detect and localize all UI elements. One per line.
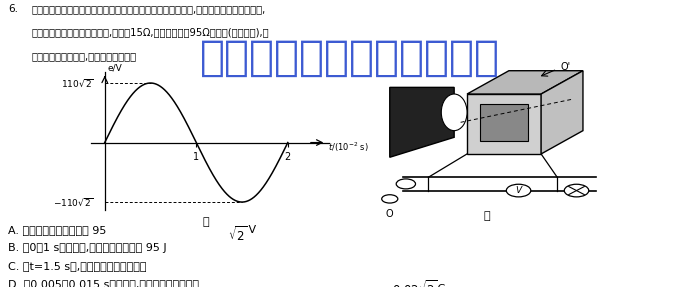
Polygon shape [390, 87, 454, 157]
Text: $\dfrac{0.02\sqrt{2}}{\pi}$: $\dfrac{0.02\sqrt{2}}{\pi}$ [392, 279, 438, 287]
Text: 压表为理想交流电表,下列说法正确的是: 压表为理想交流电表,下列说法正确的是 [32, 52, 136, 62]
Polygon shape [467, 71, 583, 94]
Text: e/V: e/V [108, 63, 122, 73]
Text: $110\sqrt{2}$: $110\sqrt{2}$ [61, 77, 94, 89]
Text: B. 在0～1 s的过程中,灯泡产生的热量为 95 J: B. 在0～1 s的过程中,灯泡产生的热量为 95 J [8, 243, 167, 253]
Text: C: C [434, 284, 445, 287]
Ellipse shape [441, 94, 467, 131]
Circle shape [396, 179, 416, 189]
Text: 图中发电机的线圈为单匭线圈,共内阰15Ω,外接一只电阶95Ω的灯泡(亮度恒定),电: 图中发电机的线圈为单匭线圈,共内阰15Ω,外接一只电阶95Ω的灯泡(亮度恒定),… [32, 27, 269, 37]
Polygon shape [541, 71, 583, 154]
Polygon shape [467, 94, 541, 154]
Text: 微信公众号关注：趣找答案: 微信公众号关注：趣找答案 [200, 36, 500, 78]
Text: O: O [386, 209, 393, 219]
Circle shape [506, 184, 531, 197]
Text: 甲: 甲 [202, 217, 209, 227]
Text: 图甲是一台小型发电机产生的电动热随时间变化的正弦规律图,图乙是该发电机的电路图,: 图甲是一台小型发电机产生的电动热随时间变化的正弦规律图,图乙是该发电机的电路图, [32, 4, 266, 14]
Text: $t/(10^{-2}$ s): $t/(10^{-2}$ s) [328, 140, 369, 154]
Text: 乙: 乙 [483, 211, 490, 220]
Text: C. 在t=1.5 s时,通过线圈的磁通量最小: C. 在t=1.5 s时,通过线圈的磁通量最小 [8, 261, 147, 271]
Circle shape [382, 195, 398, 203]
Circle shape [564, 184, 589, 197]
Text: V: V [245, 225, 256, 235]
Text: O': O' [561, 62, 570, 72]
FancyBboxPatch shape [480, 104, 528, 141]
Text: D. 在0.005～0.015 s的过程中,通过线圈的电荷量为: D. 在0.005～0.015 s的过程中,通过线圈的电荷量为 [8, 279, 199, 287]
Text: $\sqrt{2}$: $\sqrt{2}$ [228, 225, 247, 244]
Text: $-110\sqrt{2}$: $-110\sqrt{2}$ [53, 196, 94, 208]
Text: V: V [515, 186, 522, 195]
Text: A. 电压表的示数最大值为 95: A. 电压表的示数最大值为 95 [8, 225, 107, 235]
Text: 6.: 6. [8, 4, 18, 14]
